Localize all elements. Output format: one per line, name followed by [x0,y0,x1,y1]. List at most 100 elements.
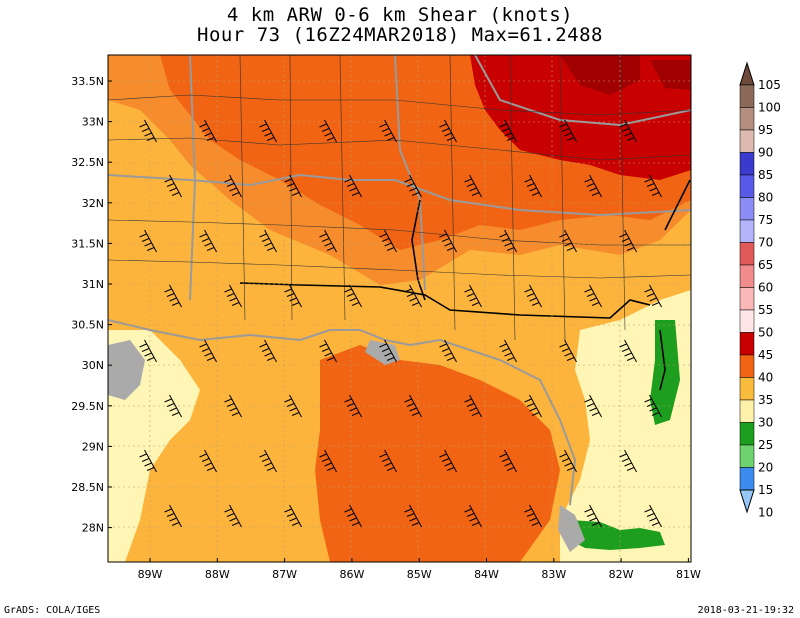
wind-barb [644,174,662,198]
lat-label: 33N [82,116,104,129]
colorbar-label: 80 [758,191,773,205]
colorbar-label: 50 [758,326,773,340]
colorbar-label: 100 [758,101,781,115]
wind-barb [199,229,217,253]
wind-barb [344,174,362,198]
wind-barb [259,449,277,473]
lon-label: 87W [272,568,297,581]
wind-barb [319,339,337,363]
lon-label: 81W [676,568,701,581]
wind-barb [259,229,277,253]
wind-barb [439,229,457,253]
wind-barb [164,504,182,528]
wind-barb [259,339,277,363]
lat-label: 28.5N [71,481,104,494]
colorbar-label: 95 [758,123,773,137]
wind-barb [559,339,577,363]
wind-barb [559,229,577,253]
chart-title-line1: 4 km ARW 0-6 km Shear (knots) [226,4,574,26]
wind-barb [464,504,482,528]
wind-barb [344,394,362,418]
lat-label: 32N [82,197,104,210]
colorbar-label: 65 [758,258,773,272]
lat-label: 31.5N [71,237,104,250]
colorbar-swatch [739,264,755,288]
wind-barb [379,449,397,473]
wind-barb [439,449,457,473]
wind-barb [139,339,157,363]
colorbar-swatch [739,107,755,131]
wind-barb [464,284,482,308]
wind-barb [379,339,397,363]
colorbar-swatch [739,444,755,468]
colorbar-label: 60 [758,281,773,295]
wind-barb [559,449,577,473]
wind-barb [139,119,157,143]
wind-barb [379,229,397,253]
wind-barb [644,504,662,528]
colorbar-swatch [739,467,755,491]
wind-barb [464,394,482,418]
colorbar-legend: 105 100 95 90 85 80 75 70 65 60 55 50 45 40 35 30 25 20 15… [739,61,781,520]
lat-label: 29N [82,440,104,453]
wind-barb [199,119,217,143]
wind-barb [499,119,517,143]
colorbar-label: 75 [758,213,773,227]
wind-barb [524,394,542,418]
wind-barb [284,174,302,198]
wind-barb [559,119,577,143]
colorbar-top-arrow [739,61,755,86]
lat-label: 30.5N [71,319,104,332]
lat-label: 33.5N [71,75,104,88]
wind-barb [319,229,337,253]
colorbar-swatch [739,129,755,153]
wind-barb [344,504,362,528]
lon-label: 85W [407,568,432,581]
wind-barb [224,504,242,528]
wind-barb [284,504,302,528]
wind-barb [439,119,457,143]
colorbar-swatch [739,152,755,176]
colorbar-label: 35 [758,393,773,407]
colorbar-label: 45 [758,348,773,362]
colorbar-label: 25 [758,438,773,452]
colorbar-label: 10 [758,506,773,520]
colorbar-label: 40 [758,371,773,385]
wind-barb [224,174,242,198]
wind-barb [319,119,337,143]
wind-barb [259,119,277,143]
wind-barb [404,504,422,528]
lon-label: 86W [339,568,364,581]
plot-frame [107,54,692,563]
wind-barb [379,119,397,143]
lon-label: 89W [138,568,163,581]
lat-label: 29.5N [71,400,104,413]
colorbar-swatch [739,242,755,266]
wind-barb [619,339,637,363]
wind-barb [464,174,482,198]
wind-barb [584,284,602,308]
colorbar-label: 70 [758,236,773,250]
wind-barb [164,394,182,418]
wind-barb [404,394,422,418]
wind-barb [319,449,337,473]
wind-barb [584,174,602,198]
wind-barb [284,284,302,308]
colorbar-swatch [739,84,755,108]
wind-barb [499,229,517,253]
wind-barb [499,339,517,363]
wind-barb [404,174,422,198]
chart-title-line2: Hour 73 (16Z24MAR2018) Max=61.2488 [197,24,603,46]
wind-barb [644,394,662,418]
footer-credit: GrADS: COLA/IGES [4,605,101,616]
lon-label: 83W [541,568,566,581]
latitude-labels: 33.5N 33N 32.5N 32N 31.5N 31N 30.5N 30N 29.5N 29N… [71,75,112,535]
wind-barbs [139,119,662,528]
lat-label: 28N [82,522,104,535]
colorbar-bottom-arrow [739,489,755,514]
wind-barb [139,449,157,473]
colorbar-swatch [739,174,755,198]
colorbar-swatch [739,287,755,311]
lon-label: 82W [609,568,634,581]
